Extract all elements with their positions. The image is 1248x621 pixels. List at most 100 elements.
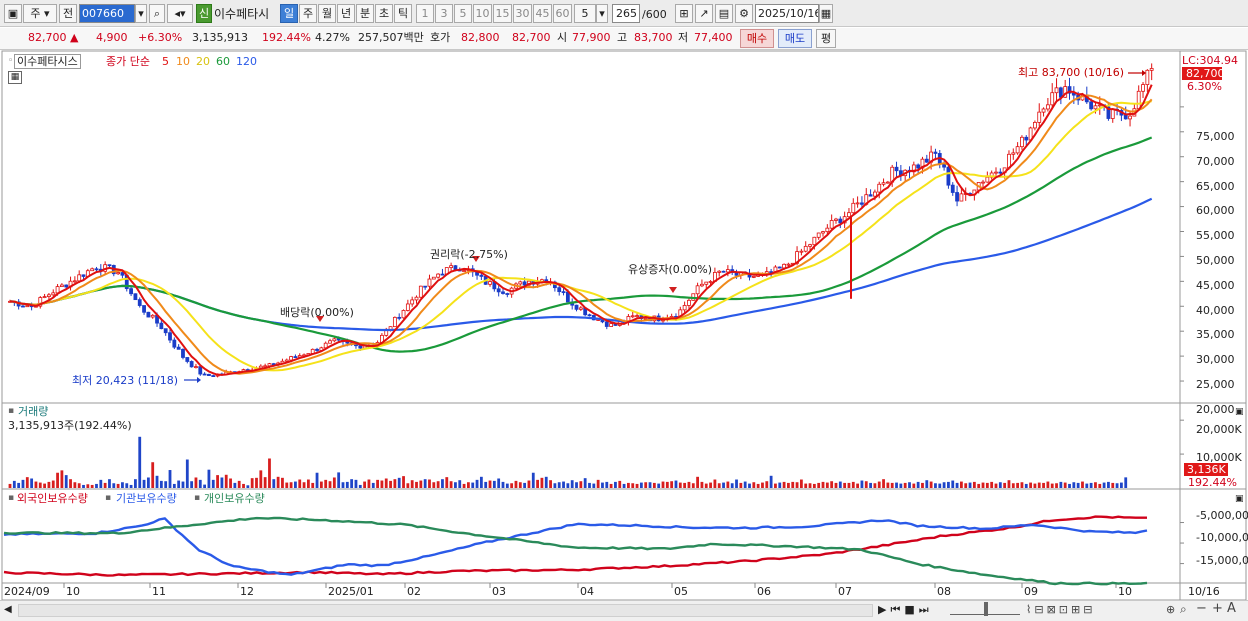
count-input[interactable]: 265 bbox=[612, 4, 640, 23]
volume-bar bbox=[121, 482, 124, 488]
lc-label: LC:304.94 bbox=[1182, 54, 1239, 67]
prev-button[interactable]: 전 bbox=[59, 4, 77, 23]
period-button-1[interactable]: 주 bbox=[299, 4, 317, 23]
tool-icons[interactable]: ⌇⊟⊠⊡⊞⊟ bbox=[1026, 603, 1096, 616]
volume-bar bbox=[1124, 477, 1128, 488]
candle-body bbox=[751, 275, 756, 278]
interval-button-0[interactable]: 1 bbox=[416, 4, 434, 23]
volume-bar bbox=[1033, 483, 1037, 488]
interval-button-1[interactable]: 3 bbox=[435, 4, 453, 23]
holdings-panel-close-icon[interactable]: ▣ bbox=[1235, 494, 1244, 504]
scroll-track[interactable] bbox=[18, 604, 873, 617]
sell-button[interactable]: 매도 bbox=[778, 29, 812, 48]
stock-code-input[interactable]: 007660 bbox=[79, 4, 135, 23]
search-icon[interactable]: ⌕ bbox=[149, 4, 165, 23]
credit-badge: 신 bbox=[196, 4, 212, 23]
volume-bar bbox=[159, 480, 163, 488]
price-tick: 35,000 bbox=[1196, 328, 1235, 342]
speaker-icon[interactable]: ◂▾ bbox=[167, 4, 193, 23]
font-size-icon[interactable]: A bbox=[1227, 601, 1236, 616]
x-axis-label: 04 bbox=[580, 585, 594, 598]
buy-button[interactable]: 매수 bbox=[740, 29, 774, 48]
interval-button-4[interactable]: 15 bbox=[493, 4, 512, 23]
candle-body bbox=[955, 192, 959, 202]
volume-bar bbox=[1050, 483, 1054, 488]
volume-bar bbox=[220, 477, 224, 488]
holdings-panel-icon[interactable]: ▪ bbox=[8, 493, 15, 503]
interval-button-6[interactable]: 45 bbox=[533, 4, 552, 23]
draw-tool-icon[interactable]: ↗ bbox=[695, 4, 713, 23]
candle-body bbox=[959, 193, 964, 202]
interval-button-2[interactable]: 5 bbox=[454, 4, 472, 23]
scroll-left-icon[interactable]: ◀ bbox=[4, 604, 12, 615]
volume-bar bbox=[332, 477, 336, 488]
grid-toggle-icon[interactable]: ▦ bbox=[8, 71, 22, 84]
volume-bar bbox=[748, 483, 751, 488]
panel-menu-icon[interactable]: ◦ bbox=[8, 56, 14, 66]
calendar-icon[interactable]: ▦ bbox=[819, 4, 833, 23]
zoom-in-icon[interactable]: + bbox=[1212, 601, 1223, 616]
period-button-2[interactable]: 월 bbox=[318, 4, 336, 23]
save-icon[interactable]: ▤ bbox=[715, 4, 733, 23]
candle-body bbox=[821, 231, 825, 234]
market-select[interactable]: 주 ▾ bbox=[23, 4, 57, 23]
volume-bar bbox=[324, 479, 328, 488]
period-button-6[interactable]: 틱 bbox=[394, 4, 412, 23]
x-axis-label: 05 bbox=[674, 585, 688, 598]
volume-bar bbox=[942, 482, 946, 488]
volume-bar bbox=[402, 476, 405, 488]
volume-bar bbox=[1120, 482, 1123, 488]
interval-button-5[interactable]: 30 bbox=[513, 4, 532, 23]
volume-bar bbox=[497, 478, 501, 488]
current-pct-tag: 6.30% bbox=[1187, 80, 1222, 93]
volume-bar bbox=[722, 482, 725, 488]
stock-name: 이수페타시 bbox=[214, 7, 270, 21]
volume-bar bbox=[289, 482, 293, 488]
volume-bar bbox=[1024, 483, 1028, 488]
settings-gear-icon[interactable]: ⚙ bbox=[735, 4, 753, 23]
candle-body bbox=[687, 299, 691, 306]
candle-body bbox=[799, 250, 804, 253]
candle-body bbox=[838, 218, 843, 224]
interval-dropdown-icon[interactable]: ▾ bbox=[596, 4, 608, 23]
zoom-search-icon[interactable]: ⌕ bbox=[1180, 602, 1187, 616]
volume-bar bbox=[575, 482, 578, 488]
scroll-controls[interactable]: ▶⏮■⏭ bbox=[878, 603, 933, 616]
volume-bar bbox=[661, 481, 665, 488]
period-button-4[interactable]: 분 bbox=[356, 4, 374, 23]
price-tick: 75,000 bbox=[1196, 130, 1235, 143]
code-dropdown-icon[interactable]: ▾ bbox=[135, 4, 147, 23]
volume-panel-icon[interactable]: ▪ bbox=[8, 406, 15, 416]
volume-bar bbox=[207, 469, 211, 488]
date-input[interactable]: 2025/10/16 bbox=[755, 4, 819, 23]
period-button-5[interactable]: 초 bbox=[375, 4, 393, 23]
interval-button-3[interactable]: 10 bbox=[473, 4, 492, 23]
candle-body bbox=[704, 281, 709, 285]
lock-icon[interactable]: ⊕ bbox=[1166, 603, 1176, 616]
volume-bar bbox=[1020, 482, 1024, 488]
candle-body bbox=[172, 339, 177, 348]
candle-body bbox=[354, 344, 358, 347]
volume-bar bbox=[518, 482, 522, 488]
volume-bar bbox=[761, 482, 764, 488]
volume-bar bbox=[268, 458, 271, 488]
interval-button-7[interactable]: 60 bbox=[553, 4, 572, 23]
volume-panel-close-icon[interactable]: ▣ bbox=[1235, 407, 1244, 417]
zoom-out-icon[interactable]: − bbox=[1196, 601, 1207, 616]
volume-bar bbox=[328, 481, 332, 488]
eval-button[interactable]: 평 bbox=[816, 29, 836, 48]
indicator-icon[interactable]: ⊞ bbox=[675, 4, 693, 23]
volume-current-tag: 3,136K bbox=[1184, 463, 1228, 476]
volume-bar bbox=[155, 475, 159, 488]
volume-bar bbox=[678, 482, 682, 488]
zoom-slider-handle[interactable] bbox=[984, 602, 988, 616]
volume-bar bbox=[311, 482, 315, 488]
volume-bar bbox=[778, 482, 782, 488]
interval-value[interactable]: 5 bbox=[574, 4, 596, 23]
candle-body bbox=[933, 151, 938, 154]
period-button-0[interactable]: 일 bbox=[280, 4, 298, 23]
window-menu-icon[interactable]: ▣ bbox=[4, 4, 22, 23]
candle-body bbox=[440, 273, 445, 276]
volume-bar bbox=[1102, 482, 1106, 488]
period-button-3[interactable]: 년 bbox=[337, 4, 355, 23]
